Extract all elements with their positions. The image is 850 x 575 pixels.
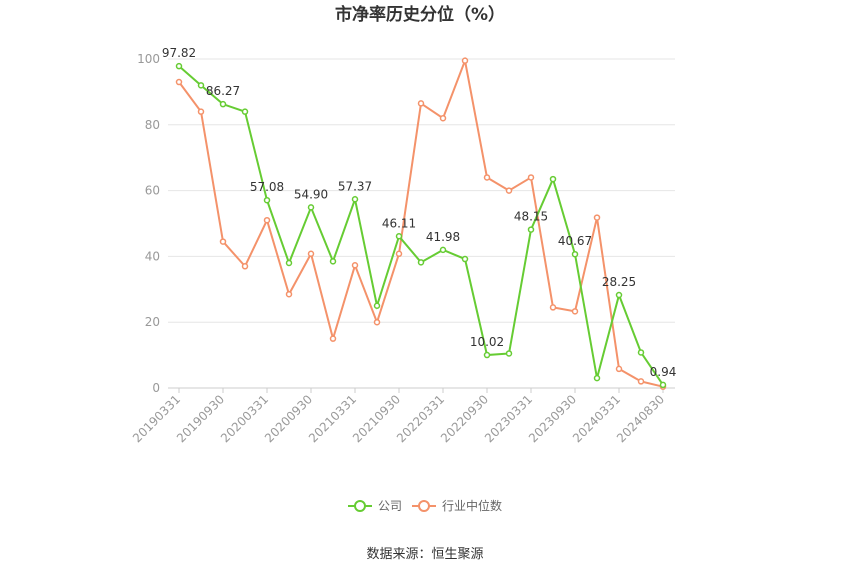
data-point[interactable] xyxy=(593,214,601,221)
series-layer xyxy=(175,56,667,390)
data-point[interactable] xyxy=(417,259,425,266)
data-point[interactable] xyxy=(307,204,315,211)
data-point[interactable] xyxy=(549,175,557,183)
data-point[interactable] xyxy=(373,302,381,309)
data-point[interactable] xyxy=(329,335,337,342)
data-point[interactable] xyxy=(549,304,557,311)
data-label: 0.94 xyxy=(650,365,677,379)
y-tick-label: 40 xyxy=(145,249,160,263)
data-label: 41.98 xyxy=(426,230,460,244)
x-axis: 2019033120190930202003312020093020210331… xyxy=(130,388,667,445)
data-point[interactable] xyxy=(461,57,469,64)
chart-title: 市净率历史分位（%） xyxy=(335,4,505,25)
data-labels: 97.82 86.27 57.08 54.90 57.37 46.11 41.98 10.02… xyxy=(162,46,677,379)
data-point[interactable] xyxy=(527,174,535,181)
data-point[interactable] xyxy=(285,259,293,267)
data-point[interactable] xyxy=(571,250,579,258)
data-point[interactable] xyxy=(329,258,337,265)
data-point[interactable] xyxy=(373,318,381,326)
data-point[interactable] xyxy=(241,108,249,115)
source-note: 数据来源：恒生聚源 xyxy=(366,547,483,562)
legend-label[interactable]: 行业中位数 xyxy=(442,498,502,513)
data-point[interactable] xyxy=(351,262,359,269)
legend-swatch-marker[interactable] xyxy=(418,500,430,512)
data-label: 10.02 xyxy=(470,335,504,349)
y-tick-label: 80 xyxy=(145,118,160,132)
data-label: 46.11 xyxy=(382,216,416,230)
grid xyxy=(168,58,675,389)
data-label: 28.25 xyxy=(602,275,636,289)
data-point[interactable] xyxy=(175,78,183,86)
data-point[interactable] xyxy=(417,100,425,107)
data-point[interactable] xyxy=(307,250,315,258)
data-point[interactable] xyxy=(505,350,513,357)
y-tick-label: 100 xyxy=(137,52,160,66)
x-tick-label: 20240830 xyxy=(614,392,667,445)
y-tick-label: 60 xyxy=(145,184,160,198)
data-label: 57.08 xyxy=(250,180,284,194)
series-line-0 xyxy=(178,65,664,386)
data-point[interactable] xyxy=(593,374,601,382)
data-point[interactable] xyxy=(395,250,403,258)
data-label: 97.82 xyxy=(162,46,196,60)
data-point[interactable] xyxy=(351,196,359,203)
legend[interactable]: 公司 行业中位数 xyxy=(348,498,502,513)
data-label: 57.37 xyxy=(338,179,372,193)
data-point[interactable] xyxy=(219,100,227,108)
data-point[interactable] xyxy=(439,246,447,254)
legend-label[interactable]: 公司 xyxy=(378,499,402,513)
y-axis: 0 20 40 60 80 100 xyxy=(137,52,160,395)
data-point[interactable] xyxy=(263,196,271,204)
data-point[interactable] xyxy=(461,255,469,263)
data-point[interactable] xyxy=(219,238,227,245)
data-point[interactable] xyxy=(175,62,183,70)
data-point[interactable] xyxy=(615,291,623,299)
data-point[interactable] xyxy=(395,233,403,240)
data-point[interactable] xyxy=(659,381,667,389)
y-tick-label: 20 xyxy=(145,315,160,329)
data-point[interactable] xyxy=(527,226,535,233)
data-label: 40.67 xyxy=(558,234,592,248)
data-point[interactable] xyxy=(571,308,579,315)
data-point[interactable] xyxy=(637,349,645,356)
data-label: 48.15 xyxy=(514,210,548,224)
data-point[interactable] xyxy=(285,290,293,298)
data-point[interactable] xyxy=(263,216,271,224)
data-point[interactable] xyxy=(483,174,491,181)
legend-swatch-marker[interactable] xyxy=(354,500,366,512)
data-point[interactable] xyxy=(637,378,645,385)
data-point[interactable] xyxy=(505,187,513,194)
data-point[interactable] xyxy=(197,82,205,89)
data-point[interactable] xyxy=(197,108,205,115)
data-label: 54.90 xyxy=(294,187,328,201)
data-label: 86.27 xyxy=(206,84,240,98)
data-point[interactable] xyxy=(241,263,249,270)
data-point[interactable] xyxy=(615,365,623,373)
data-point[interactable] xyxy=(439,114,447,122)
y-tick-label: 0 xyxy=(152,381,160,395)
data-point[interactable] xyxy=(483,351,491,359)
